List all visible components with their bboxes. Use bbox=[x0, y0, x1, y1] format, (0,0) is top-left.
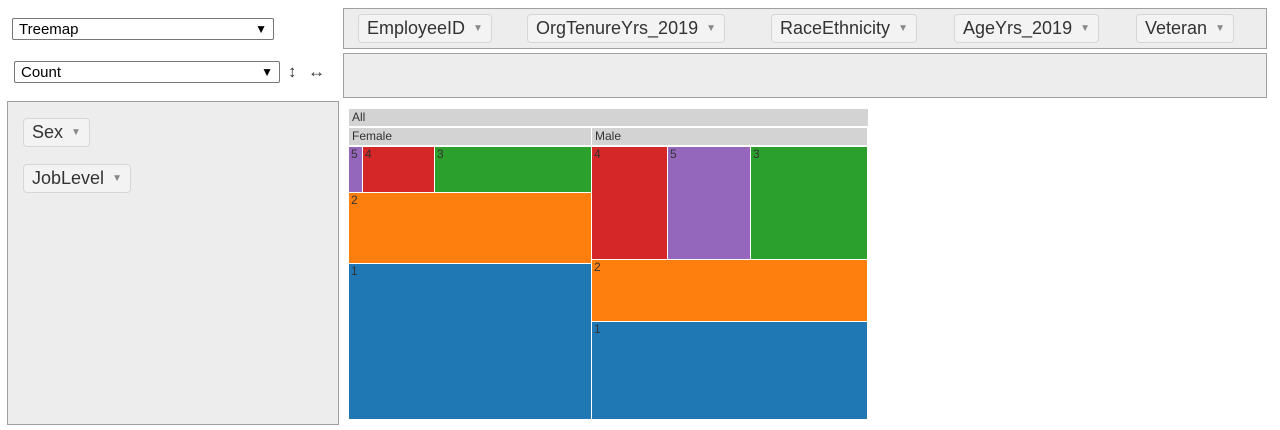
treemap-cell-female-level-4: 4 bbox=[363, 147, 434, 192]
filter-caret-icon[interactable]: ▼ bbox=[473, 23, 483, 34]
filter-caret-icon[interactable]: ▼ bbox=[706, 23, 717, 34]
treemap-cell-male-level-5: 5 bbox=[668, 147, 750, 259]
dropdown-arrow-icon: ▼ bbox=[255, 22, 267, 36]
attribute-pill-sex[interactable]: Sex ▼ bbox=[23, 118, 90, 147]
filter-caret-icon[interactable]: ▼ bbox=[1215, 23, 1225, 34]
aggregator-select-value: Count bbox=[21, 63, 62, 81]
treemap-group-label-male: Male bbox=[592, 128, 867, 145]
attribute-pill-ageyrs[interactable]: AgeYrs_2019 ▼ bbox=[954, 14, 1099, 43]
attribute-pill-veteran[interactable]: Veteran ▼ bbox=[1136, 14, 1234, 43]
aggregator-select[interactable]: Count ▼ bbox=[14, 61, 280, 83]
horizontal-arrow-icon[interactable]: ↔ bbox=[308, 62, 325, 81]
pill-label: JobLevel bbox=[32, 168, 105, 188]
treemap-cell-male-level-4: 4 bbox=[592, 147, 667, 259]
renderer-select-value: Treemap bbox=[19, 20, 79, 38]
attribute-pill-orgtenure[interactable]: OrgTenureYrs_2019 ▼ bbox=[527, 14, 726, 43]
pill-label: Veteran bbox=[1145, 18, 1208, 38]
dropdown-arrow-icon: ▼ bbox=[261, 65, 273, 79]
renderer-select[interactable]: Treemap ▼ bbox=[12, 18, 274, 40]
attribute-pill-raceethnicity[interactable]: RaceEthnicity ▼ bbox=[771, 14, 917, 43]
pill-label: OrgTenureYrs_2019 bbox=[536, 18, 699, 38]
attribute-pill-joblevel[interactable]: JobLevel ▼ bbox=[23, 164, 131, 193]
treemap-chart: All Female 5 4 3 2 1 Male 4 5 3 2 1 bbox=[349, 109, 868, 420]
treemap-cell-male-level-2: 2 bbox=[592, 260, 867, 321]
filter-caret-icon[interactable]: ▼ bbox=[898, 23, 908, 34]
treemap-root-label: All bbox=[349, 109, 868, 126]
vertical-arrow-icon[interactable]: ↕ bbox=[288, 62, 297, 81]
filter-caret-icon[interactable]: ▼ bbox=[1080, 23, 1090, 34]
pill-label: EmployeeID bbox=[367, 18, 466, 38]
column-attributes-area[interactable] bbox=[343, 53, 1267, 98]
treemap-cell-female-level-2: 2 bbox=[349, 193, 591, 263]
treemap-cell-male-level-3: 3 bbox=[751, 147, 867, 259]
pill-label: RaceEthnicity bbox=[780, 18, 891, 38]
treemap-cell-female-level-5: 5 bbox=[349, 147, 362, 192]
pill-label: AgeYrs_2019 bbox=[963, 18, 1073, 38]
treemap-cell-female-level-1: 1 bbox=[349, 264, 591, 419]
attribute-pill-employeeid[interactable]: EmployeeID ▼ bbox=[358, 14, 492, 43]
filter-caret-icon[interactable]: ▼ bbox=[112, 173, 122, 184]
treemap-cell-male-level-1: 1 bbox=[592, 322, 867, 419]
filter-caret-icon[interactable]: ▼ bbox=[71, 127, 81, 138]
row-attributes-area[interactable]: Sex ▼ JobLevel ▼ bbox=[7, 101, 339, 425]
unused-attributes-area[interactable]: EmployeeID ▼ OrgTenureYrs_2019 ▼ RaceEthni… bbox=[343, 8, 1267, 49]
treemap-cell-female-level-3: 3 bbox=[435, 147, 591, 192]
treemap-group-label-female: Female bbox=[349, 128, 591, 145]
pill-label: Sex bbox=[32, 122, 64, 142]
